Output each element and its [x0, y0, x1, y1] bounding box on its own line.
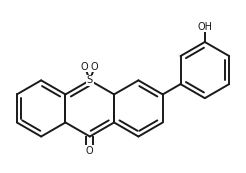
- Text: O: O: [86, 146, 93, 156]
- Text: O: O: [91, 62, 99, 72]
- Text: S: S: [87, 75, 93, 85]
- Text: OH: OH: [197, 22, 212, 31]
- Text: O: O: [81, 62, 89, 72]
